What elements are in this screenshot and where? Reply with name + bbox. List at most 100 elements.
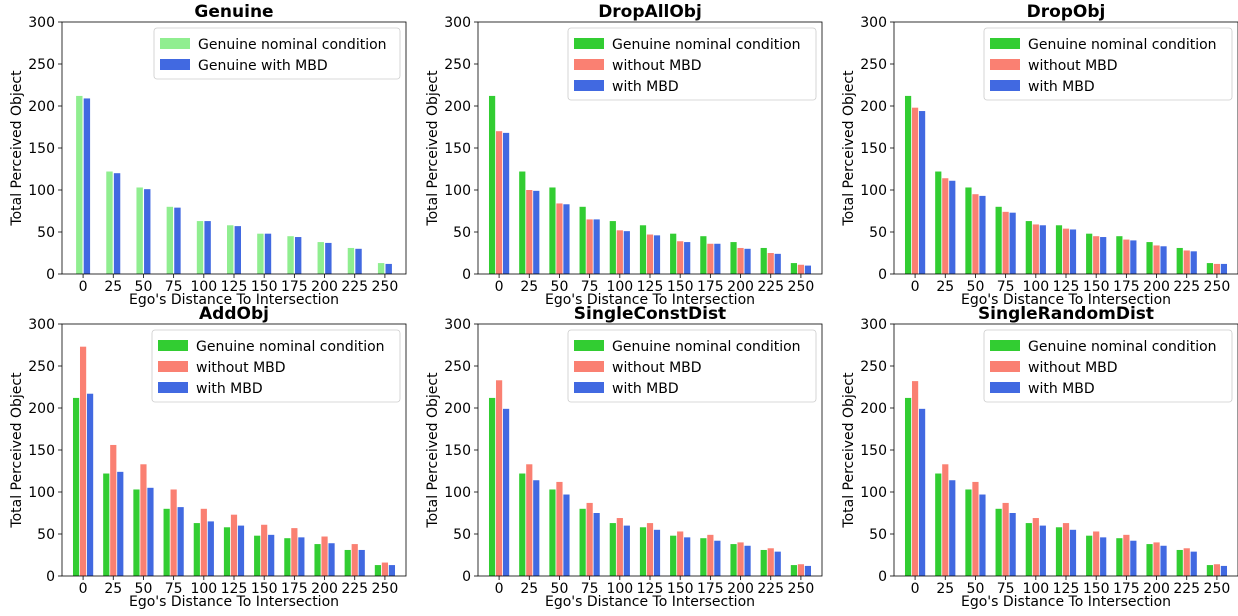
bar-with-mbd — [388, 565, 396, 576]
bar-genuine-nominal-condition — [287, 236, 294, 274]
bar-with-mbd — [533, 480, 540, 576]
bar-without-mbd — [737, 542, 744, 576]
bar-without-mbd — [1123, 239, 1130, 274]
bar-with-mbd — [1130, 240, 1137, 274]
y-tick-label: 0 — [46, 569, 55, 585]
bar-with-mbd — [268, 534, 275, 576]
bar-with-mbd — [86, 393, 94, 576]
y-tick-label: 100 — [860, 183, 887, 199]
chart-panel-3: AddObj Total Perceived Object Ego's Distan… — [9, 304, 407, 610]
bar-genuine-nominal-condition — [995, 206, 1002, 274]
bar-with-mbd — [502, 132, 510, 274]
bar-without-mbd — [1032, 224, 1039, 274]
x-tick-label: 250 — [788, 581, 815, 597]
bar-genuine-nominal-condition — [133, 489, 140, 576]
bar-without-mbd — [1062, 523, 1070, 576]
x-tick-label: 200 — [1143, 581, 1170, 597]
chart-title: SingleRandomDist — [978, 304, 1154, 324]
legend-swatch — [990, 59, 1020, 70]
y-tick-label: 250 — [28, 359, 55, 375]
x-tick-label: 25 — [104, 279, 122, 295]
bar-with-mbd — [117, 471, 124, 576]
y-tick-label: 300 — [444, 317, 471, 333]
y-tick-label: 250 — [444, 359, 471, 375]
x-tick-label: 250 — [372, 581, 399, 597]
legend-swatch — [574, 382, 604, 393]
x-tick-label: 175 — [697, 279, 724, 295]
bar-with-mbd — [623, 231, 630, 274]
y-axis-label: Total Perceived Object — [841, 70, 857, 227]
bar-genuine-nominal-condition — [488, 397, 496, 576]
x-tick-label: 250 — [1204, 581, 1231, 597]
x-tick-label: 150 — [1083, 581, 1110, 597]
bar-without-mbd — [972, 481, 979, 576]
x-tick-label: 225 — [1173, 581, 1200, 597]
x-tick-label: 75 — [997, 279, 1015, 295]
legend-label: without MBD — [612, 58, 702, 74]
y-tick-label: 0 — [46, 267, 55, 283]
bar-without-mbd — [767, 253, 774, 274]
plot-frame — [477, 21, 823, 275]
bar-genuine-nominal-condition — [609, 523, 616, 576]
y-tick-label: 0 — [462, 569, 471, 585]
bar-with-mbd — [1190, 251, 1197, 274]
bar-genuine-nominal-condition — [488, 95, 496, 274]
bar-genuine-nominal-condition — [1086, 233, 1093, 274]
y-tick-label: 150 — [860, 443, 887, 459]
bar-without-mbd — [351, 544, 358, 576]
bar-with-mbd — [147, 487, 154, 576]
y-tick-label: 150 — [28, 141, 55, 157]
y-tick-label: 250 — [28, 57, 55, 73]
x-axis-label: Ego's Distance To Intersection — [961, 292, 1171, 308]
bar-genuine-nominal-condition — [1146, 242, 1153, 274]
bar-without-mbd — [1093, 531, 1100, 576]
y-tick-label: 100 — [444, 183, 471, 199]
bar-with-mbd — [1039, 525, 1046, 576]
bar-genuine-nominal-condition — [670, 233, 677, 274]
bar-without-mbd — [79, 346, 87, 576]
bar-genuine-nominal-condition — [700, 236, 707, 274]
bar-without-mbd — [1213, 263, 1221, 274]
bar-without-mbd — [737, 247, 744, 274]
bar-with-mbd — [593, 513, 600, 576]
plot-frame — [893, 323, 1238, 577]
x-tick-label: 75 — [165, 279, 183, 295]
bar-genuine-nominal-condition — [254, 535, 261, 576]
bar-without-mbd — [526, 190, 533, 274]
y-tick-label: 0 — [878, 267, 887, 283]
legend-swatch — [990, 80, 1020, 91]
bar-without-mbd — [616, 518, 623, 576]
bar-without-mbd — [170, 489, 177, 576]
bar-without-mbd — [1032, 518, 1039, 576]
bar-genuine-nominal-condition — [904, 397, 912, 576]
bar-without-mbd — [707, 243, 714, 274]
bar-without-mbd — [677, 531, 684, 576]
legend-swatch — [574, 361, 604, 372]
bar-genuine-nominal-condition — [223, 527, 231, 576]
y-tick-label: 50 — [37, 225, 55, 241]
x-axis-label: Ego's Distance To Intersection — [545, 292, 755, 308]
bar-genuine-nominal-condition — [1146, 544, 1153, 576]
bar-with-mbd — [533, 190, 540, 274]
x-tick-label: 75 — [581, 581, 599, 597]
chart-panel-1: DropAllObj Total Perceived Object Ego's Di… — [425, 2, 823, 308]
y-axis-label: Total Perceived Object — [9, 70, 25, 227]
bar-without-mbd — [797, 564, 805, 576]
y-tick-label: 0 — [462, 267, 471, 283]
x-tick-label: 50 — [967, 279, 985, 295]
legend-box — [567, 329, 817, 403]
legend-swatch — [990, 38, 1020, 49]
bar-without-mbd — [321, 536, 328, 576]
legend-label: Genuine nominal condition — [1028, 37, 1217, 53]
chart-panel-0: Genuine Total Perceived Object Ego's Dista… — [9, 2, 407, 308]
bar-without-mbd — [495, 131, 503, 274]
plot-frame — [477, 323, 823, 577]
legend-box — [567, 27, 817, 101]
legend: Genuine nominal condition without MBD with… — [567, 27, 817, 101]
y-tick-label: 300 — [28, 317, 55, 333]
bar-genuine-nominal-condition — [1206, 263, 1214, 274]
x-tick-label: 50 — [551, 581, 569, 597]
x-tick-label: 50 — [967, 581, 985, 597]
bar-without-mbd — [556, 203, 563, 274]
bar-genuine-nominal-condition — [935, 171, 942, 274]
